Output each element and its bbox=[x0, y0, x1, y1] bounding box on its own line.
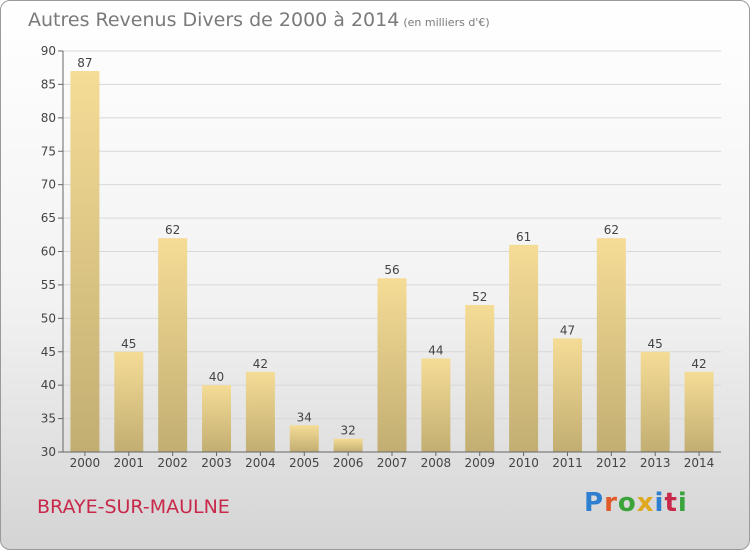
x-tick-label: 2010 bbox=[508, 456, 539, 470]
x-tick-label: 2001 bbox=[114, 456, 145, 470]
bar-value-label: 45 bbox=[121, 337, 136, 351]
y-tick-label: 50 bbox=[41, 311, 56, 325]
bar bbox=[465, 304, 495, 452]
bar bbox=[684, 371, 714, 452]
x-tick-label: 2011 bbox=[552, 456, 583, 470]
bar-value-label: 56 bbox=[384, 263, 399, 277]
brand-letter: i bbox=[654, 488, 665, 518]
bar bbox=[552, 338, 582, 452]
y-tick-label: 30 bbox=[41, 445, 56, 459]
bar bbox=[377, 278, 407, 452]
bar-value-label: 32 bbox=[340, 424, 355, 438]
bar-value-label: 47 bbox=[560, 323, 575, 337]
bar bbox=[596, 238, 626, 452]
bar bbox=[333, 438, 363, 452]
brand-letter: P bbox=[584, 488, 605, 518]
brand-letter: r bbox=[604, 488, 618, 518]
bar-value-label: 61 bbox=[516, 230, 531, 244]
bar-value-label: 62 bbox=[165, 223, 180, 237]
y-tick-label: 55 bbox=[41, 278, 56, 292]
bar-value-label: 34 bbox=[297, 410, 312, 424]
x-tick-label: 2012 bbox=[596, 456, 627, 470]
bar bbox=[114, 351, 144, 452]
y-tick-label: 60 bbox=[41, 245, 56, 259]
y-tick-label: 35 bbox=[41, 412, 56, 426]
bars: 87 45 62 40 42 34 32 56 44 52 61 47 62 45 42 bbox=[70, 56, 714, 453]
bar bbox=[202, 385, 232, 452]
commune-name: BRAYE-SUR-MAULNE bbox=[37, 496, 230, 518]
y-tick-label: 40 bbox=[41, 378, 56, 392]
bar bbox=[245, 371, 275, 452]
bar-value-label: 42 bbox=[253, 357, 268, 371]
y-tick-label: 65 bbox=[41, 211, 56, 225]
bar-value-label: 40 bbox=[209, 370, 224, 384]
brand-letter: t bbox=[664, 488, 678, 518]
bar-value-label: 45 bbox=[648, 337, 663, 351]
brand-logo: Proxiti bbox=[584, 488, 688, 518]
x-tick-label: 2004 bbox=[245, 456, 276, 470]
x-tick-label: 2008 bbox=[421, 456, 452, 470]
brand-letter: x bbox=[636, 488, 655, 518]
x-tick-label: 2014 bbox=[684, 456, 715, 470]
chart-title: Autres Revenus Divers de 2000 à 2014 (en … bbox=[28, 9, 490, 31]
y-tick-label: 70 bbox=[41, 178, 56, 192]
x-tick-label: 2009 bbox=[464, 456, 495, 470]
brand-letter: o bbox=[617, 488, 637, 518]
y-tick-label: 85 bbox=[41, 77, 56, 91]
x-tick-label: 2000 bbox=[70, 456, 101, 470]
bar-value-label: 52 bbox=[472, 290, 487, 304]
bar bbox=[421, 358, 451, 452]
y-tick-label: 45 bbox=[41, 345, 56, 359]
bar bbox=[289, 425, 319, 452]
bar-value-label: 62 bbox=[604, 223, 619, 237]
bar bbox=[640, 351, 670, 452]
x-tick-label: 2005 bbox=[289, 456, 320, 470]
brand-letter: i bbox=[677, 488, 688, 518]
bar-value-label: 44 bbox=[428, 343, 443, 357]
x-tick-label: 2006 bbox=[333, 456, 364, 470]
bar-value-label: 87 bbox=[77, 56, 92, 70]
y-tick-label: 90 bbox=[41, 44, 56, 58]
unit-label: (en milliers d'€) bbox=[403, 16, 490, 29]
y-tick-label: 75 bbox=[41, 144, 56, 158]
axes: 30 35 40 45 50 55 60 65 70 75 80 85 90 2000 2001 2002 20… bbox=[41, 44, 721, 470]
bar bbox=[70, 71, 100, 453]
x-tick-label: 2002 bbox=[157, 456, 188, 470]
bar-value-label: 42 bbox=[691, 357, 706, 371]
x-tick-label: 2003 bbox=[201, 456, 232, 470]
y-tick-label: 80 bbox=[41, 111, 56, 125]
x-tick-label: 2007 bbox=[377, 456, 408, 470]
x-tick-label: 2013 bbox=[640, 456, 671, 470]
bar bbox=[158, 238, 188, 452]
bar bbox=[509, 244, 539, 452]
